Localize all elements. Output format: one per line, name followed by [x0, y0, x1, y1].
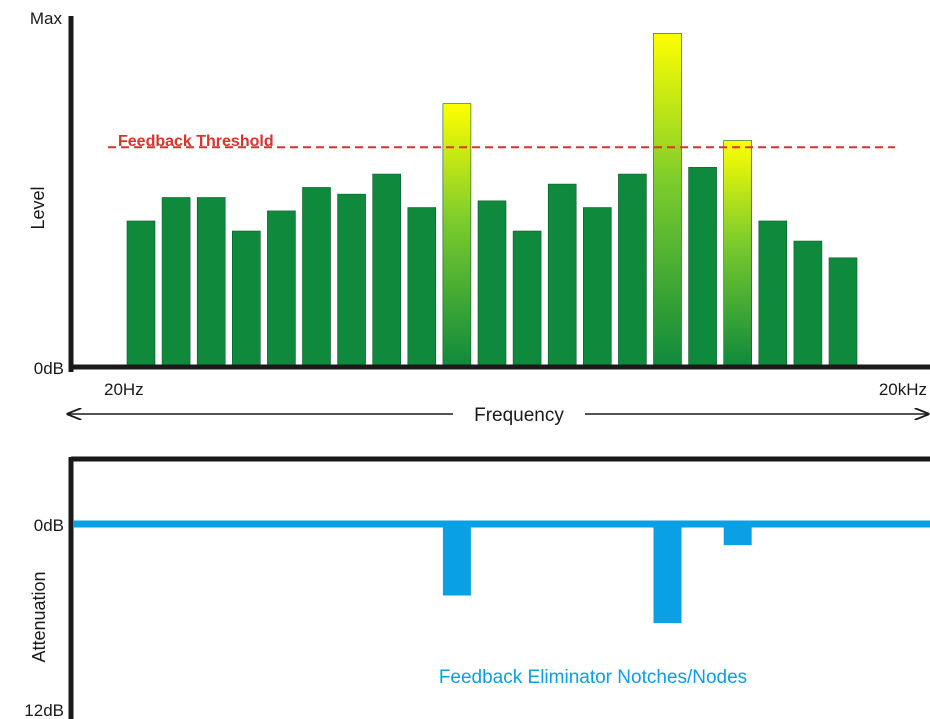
level-bar: [337, 193, 366, 366]
notch-bar: [653, 524, 682, 624]
level-bar: [582, 207, 612, 366]
notches-annotation: Feedback Eliminator Notches/Nodes: [439, 667, 747, 688]
level-bar: [196, 197, 226, 366]
level-bar: [688, 167, 717, 366]
attenuation-axis-title: Attenuation: [29, 571, 49, 662]
level-axis-title: Level: [28, 186, 48, 229]
level-bar: [758, 220, 788, 366]
level-bar-feedback: [442, 103, 472, 366]
level-bar: [407, 207, 437, 366]
level-bar: [512, 230, 542, 366]
frequency-label: Frequency: [474, 405, 564, 426]
level-chart: Feedback Threshold Max 0dB Level 20Hz 20…: [28, 9, 930, 426]
level-bar: [232, 230, 261, 366]
level-bar: [618, 173, 647, 366]
level-bars: [126, 33, 858, 366]
level-bar: [828, 257, 858, 366]
level-bar: [161, 197, 191, 366]
notch-bar: [442, 524, 471, 596]
y-max-label: Max: [30, 9, 63, 28]
level-bar-feedback: [723, 140, 753, 366]
x-max-label: 20kHz: [879, 380, 927, 399]
level-bar: [126, 220, 156, 366]
level-bar: [302, 187, 331, 366]
x-min-label: 20Hz: [104, 380, 144, 399]
level-bar: [547, 183, 577, 366]
attenuation-bottom-label: 12dB: [24, 701, 64, 719]
level-bar-feedback: [653, 33, 682, 366]
notch-bar: [723, 524, 752, 546]
y-min-label: 0dB: [34, 359, 64, 378]
notches: [442, 524, 752, 624]
level-bar: [267, 210, 296, 366]
level-bar: [372, 173, 402, 366]
level-bar: [793, 240, 823, 366]
attenuation-top-label: 0dB: [34, 516, 64, 535]
level-bar: [477, 200, 507, 366]
feedback-threshold-label: Feedback Threshold: [118, 133, 274, 150]
attenuation-chart: 0dB 12dB Attenuation Feedback Eliminator…: [24, 456, 930, 719]
